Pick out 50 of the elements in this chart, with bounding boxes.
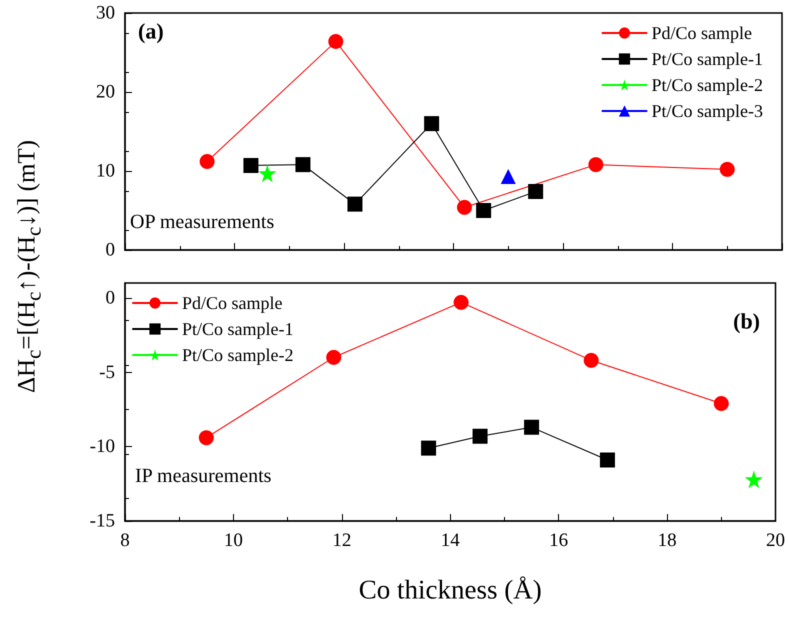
x-tick-label: 20 <box>766 530 785 551</box>
point <box>424 116 440 132</box>
point <box>347 196 362 212</box>
y-tick-label: -5 <box>99 362 115 383</box>
point <box>295 157 310 172</box>
legend-label: Pt/Co sample-1 <box>182 319 294 339</box>
y-tick-label: 20 <box>96 82 115 102</box>
point <box>524 420 540 435</box>
point <box>584 352 599 368</box>
legend-label: Pd/Co sample <box>182 293 283 313</box>
point <box>421 440 436 456</box>
point <box>744 470 763 488</box>
point <box>588 157 604 172</box>
x-tick-label: 12 <box>332 530 352 551</box>
legend-label: Pt/Co sample-3 <box>652 101 763 121</box>
annotation: (b) <box>733 308 760 334</box>
point <box>456 200 472 215</box>
x-tick-label: 18 <box>658 530 677 551</box>
point <box>476 203 492 218</box>
point <box>454 294 469 310</box>
point <box>472 428 488 444</box>
annotation: (a) <box>138 18 164 44</box>
y-tick-label: 30 <box>96 2 115 24</box>
legend-label: Pt/Co sample-2 <box>652 75 763 95</box>
point <box>328 34 344 49</box>
x-tick-label: 10 <box>224 530 243 551</box>
point <box>500 169 516 184</box>
point <box>258 164 276 182</box>
point <box>720 162 735 177</box>
legend-label: Pd/Co sample <box>652 23 752 43</box>
y-tick-label: -15 <box>90 510 115 532</box>
point <box>200 154 215 170</box>
point <box>600 452 615 468</box>
point <box>243 158 258 173</box>
x-tick-label: 16 <box>549 530 568 551</box>
point <box>326 350 342 365</box>
annotation: OP measurements <box>130 211 274 233</box>
x-axis-title: Co thickness (Å) <box>358 574 542 604</box>
y-tick-label: 0 <box>106 287 115 308</box>
x-tick-label: 8 <box>120 530 130 551</box>
legend-label: Pt/Co sample-2 <box>182 345 294 365</box>
legend-label: Pt/Co sample-1 <box>652 49 763 69</box>
point <box>198 430 214 446</box>
y-tick-label: 10 <box>96 160 115 182</box>
annotation: IP measurements <box>135 465 272 487</box>
x-tick-label: 14 <box>440 530 460 551</box>
point <box>528 184 544 200</box>
point <box>714 396 729 411</box>
y-tick-label: -10 <box>90 436 115 458</box>
y-tick-label: 0 <box>106 240 115 260</box>
